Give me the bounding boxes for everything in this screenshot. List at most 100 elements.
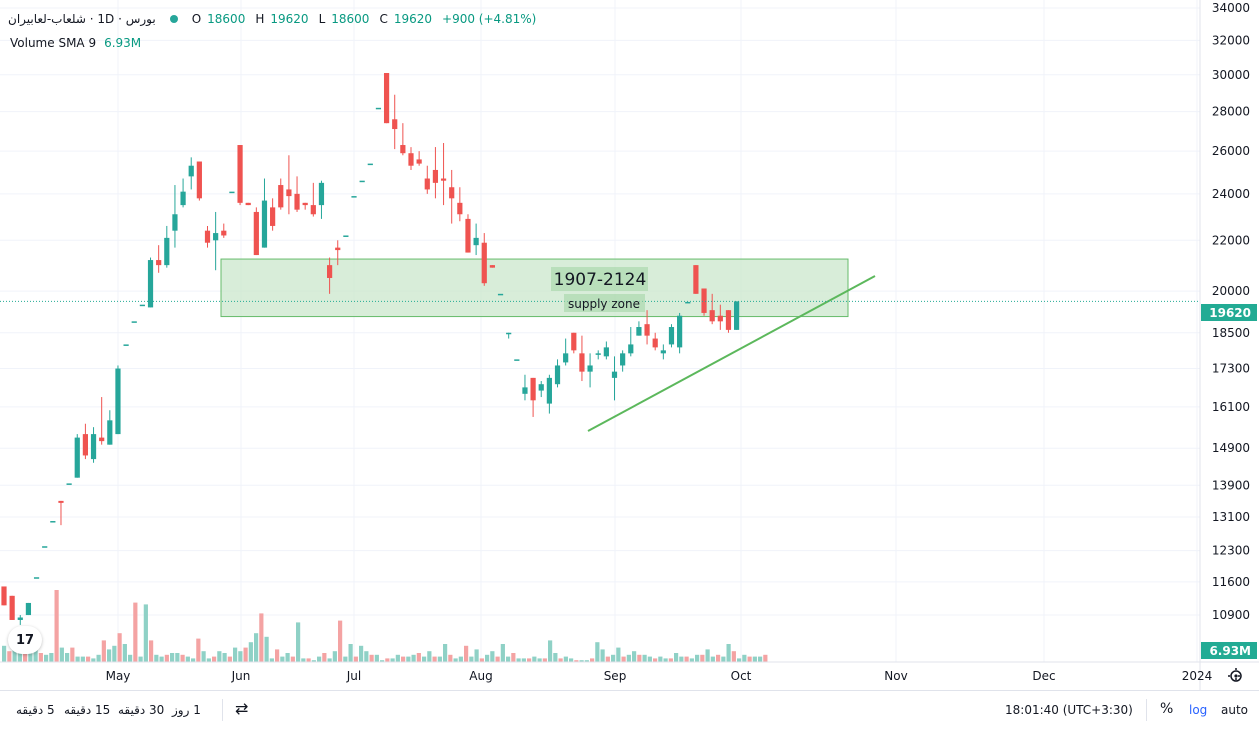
volume-bar — [511, 653, 516, 662]
volume-bar — [96, 654, 101, 662]
time-tick-label: Jul — [346, 669, 361, 683]
candle — [603, 341, 609, 360]
price-badge: 19620 — [1201, 304, 1257, 321]
candle — [595, 350, 601, 360]
time-tick-label: 2024 — [1182, 669, 1213, 683]
candle — [115, 365, 121, 435]
supply-zone-rect[interactable] — [220, 258, 849, 318]
percent-toggle[interactable]: % — [1160, 701, 1174, 717]
candle — [9, 595, 15, 620]
volume-bar — [322, 653, 327, 662]
volume-bar — [353, 656, 358, 662]
supply-zone-labels[interactable]: 1907-2124 supply zone — [551, 267, 648, 312]
candle — [522, 374, 528, 401]
legend-interval: 1D — [97, 12, 115, 26]
candle — [327, 257, 333, 294]
volume-bar — [227, 656, 232, 662]
volume-bar — [185, 656, 190, 662]
volume-bar — [75, 656, 80, 662]
volume-bar — [364, 651, 369, 662]
volume-bar — [758, 656, 763, 662]
volume-bar — [401, 656, 406, 662]
volume-bar — [621, 656, 626, 662]
candle — [123, 344, 129, 346]
volume-bar — [700, 654, 705, 662]
candle — [107, 410, 113, 445]
legend-symbol[interactable]: بورس · 1D · شلعاب-لعابیران — [8, 12, 156, 26]
axis-settings-icon[interactable] — [1228, 668, 1244, 684]
volume-badge-bg — [1201, 642, 1257, 659]
plot-background — [0, 0, 1200, 662]
candle — [172, 185, 178, 248]
date-range-icon[interactable]: ⇄ — [235, 699, 249, 718]
price-tick-label: 13900 — [1212, 478, 1250, 492]
volume-legend-value: 6.93M — [104, 36, 142, 50]
legend-high: 19620 — [270, 12, 309, 26]
candle — [294, 176, 300, 212]
legend-open-label: O — [191, 12, 202, 26]
trendline[interactable] — [587, 275, 876, 432]
candle — [188, 157, 194, 190]
volume-bar — [49, 653, 54, 662]
volume-bar — [269, 658, 274, 662]
candle — [50, 521, 56, 523]
candlesticks — [1, 73, 740, 625]
volume-badge: 6.93M — [1201, 642, 1257, 659]
volume-bar — [338, 620, 343, 662]
legend-high-label: H — [255, 12, 265, 26]
volume-bar — [343, 656, 348, 662]
volume-bar — [275, 649, 280, 662]
time-tick-label: Nov — [884, 669, 907, 683]
volume-bar — [80, 656, 85, 662]
volume-bar — [469, 656, 474, 662]
candle — [229, 191, 235, 194]
timeframe-15m[interactable]: 15 دقیقه — [64, 703, 111, 717]
candle — [42, 546, 48, 548]
volume-legend[interactable]: Volume SMA 9 6.93M — [10, 36, 141, 50]
volume-bar — [716, 654, 721, 662]
volume-bars — [2, 590, 768, 662]
price-tick-label: 11600 — [1212, 575, 1250, 589]
volume-bar — [632, 651, 637, 662]
volume-bar — [563, 656, 568, 662]
candle — [481, 233, 487, 286]
time-axis[interactable]: May Jun Jul Aug Sep Oct Nov Dec 2024 — [106, 669, 1213, 683]
volume-bar — [369, 654, 374, 662]
price-tick-label: 18500 — [1212, 326, 1250, 340]
auto-toggle[interactable]: auto — [1221, 703, 1249, 717]
tradingview-logo[interactable]: 17 — [8, 626, 42, 654]
candle — [489, 265, 495, 268]
price-tick-label: 20000 — [1212, 284, 1250, 298]
timeframe-30m[interactable]: 30 دقیقه — [118, 703, 165, 717]
volume-bar — [548, 640, 553, 662]
volume-bar — [70, 647, 75, 662]
candle — [261, 178, 268, 248]
timeframe-5m[interactable]: 5 دقیقه — [16, 703, 55, 717]
candle — [465, 214, 471, 253]
volume-bar — [306, 658, 311, 662]
candle — [636, 321, 642, 336]
volume-bar — [474, 649, 479, 662]
price-chart[interactable]: 1907-2124 supply zone 34000 32000 30000 280… — [0, 0, 1259, 690]
candle — [416, 151, 422, 166]
candle — [432, 147, 439, 199]
volume-bar — [280, 656, 285, 662]
log-toggle[interactable]: log — [1189, 703, 1208, 717]
volume-bar — [495, 656, 500, 662]
timeframe-1d[interactable]: 1 روز — [172, 703, 201, 717]
candle — [628, 327, 634, 357]
toolbar-separator — [222, 699, 223, 721]
zone-subtitle: supply zone — [568, 297, 640, 311]
candle — [302, 202, 308, 210]
volume-bar — [385, 658, 390, 662]
candle — [620, 350, 626, 372]
volume-bar — [380, 660, 385, 662]
clock[interactable]: 18:01:40 (UTC+3:30) — [1005, 703, 1133, 717]
candle — [367, 163, 373, 166]
candle — [383, 73, 390, 124]
volume-bar — [54, 590, 59, 662]
candle — [278, 178, 284, 210]
candle — [554, 359, 561, 388]
volume-bar — [170, 653, 175, 662]
price-axis[interactable]: 34000 32000 30000 28000 26000 24000 22000 20000… — [1212, 1, 1250, 622]
